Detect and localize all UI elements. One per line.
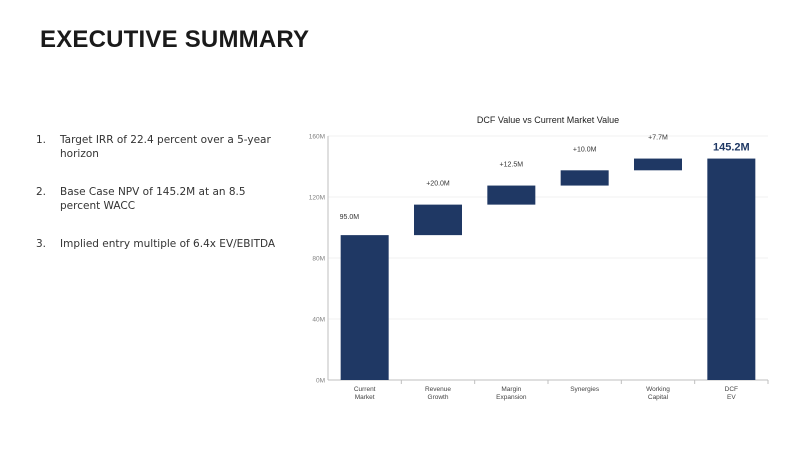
x-tick-label: Growth (428, 394, 449, 401)
x-tick-label: Expansion (496, 394, 527, 401)
x-tick-label: Market (355, 394, 375, 401)
waterfall-chart-svg: DCF Value vs Current Market Value 0M 40M 80… (309, 115, 769, 401)
summary-point: 1. Target IRR of 22.4 percent over a 5-y… (36, 133, 286, 161)
y-tick-label: 40M (312, 317, 325, 324)
waterfall-bar (634, 158, 682, 171)
data-label: +20.0M (426, 181, 450, 188)
summary-point: 3. Implied entry multiple of 6.4x EV/EBI… (36, 237, 286, 251)
summary-point: 2. Base Case NPV of 145.2M at an 8.5 per… (36, 185, 286, 213)
chart-title: DCF Value vs Current Market Value (477, 115, 619, 125)
data-label: 95.0M (340, 214, 360, 221)
x-tick-label: Revenue (425, 386, 451, 393)
x-tick-label: Working (646, 386, 670, 393)
slide-title: EXECUTIVE SUMMARY (40, 26, 310, 53)
waterfall-bar (707, 158, 756, 380)
y-tick-label: 0M (316, 378, 325, 385)
x-tick-label: Synergies (570, 386, 600, 393)
x-tick-label: EV (727, 394, 736, 401)
waterfall-chart: DCF Value vs Current Market Value 0M 40M 80… (298, 108, 778, 408)
waterfall-bar (340, 235, 389, 380)
y-tick-label: 160M (309, 134, 325, 141)
data-label: +12.5M (500, 162, 524, 169)
x-tick-label: Margin (501, 386, 521, 393)
point-text: Implied entry multiple of 6.4x EV/EBITDA (60, 238, 276, 250)
data-label: +7.7M (648, 135, 668, 142)
x-tick-label: Capital (648, 394, 669, 401)
point-number: 2. (36, 186, 47, 198)
point-text: Base Case NPV of 145.2M at an 8.5 percen… (60, 186, 246, 212)
summary-points: 1. Target IRR of 22.4 percent over a 5-y… (36, 133, 286, 275)
y-tick-label: 80M (312, 256, 325, 263)
point-number: 1. (36, 134, 47, 146)
y-tick-label: 120M (309, 195, 325, 202)
data-label: 145.2M (713, 142, 750, 154)
waterfall-bar (414, 204, 462, 236)
waterfall-bar (560, 170, 609, 186)
waterfall-bar (487, 185, 536, 205)
x-tick-label: Current (354, 386, 376, 393)
x-tick-label: DCF (725, 386, 738, 393)
data-label: +10.0M (573, 146, 597, 153)
point-text: Target IRR of 22.4 percent over a 5-year… (60, 134, 271, 160)
point-number: 3. (36, 238, 47, 250)
